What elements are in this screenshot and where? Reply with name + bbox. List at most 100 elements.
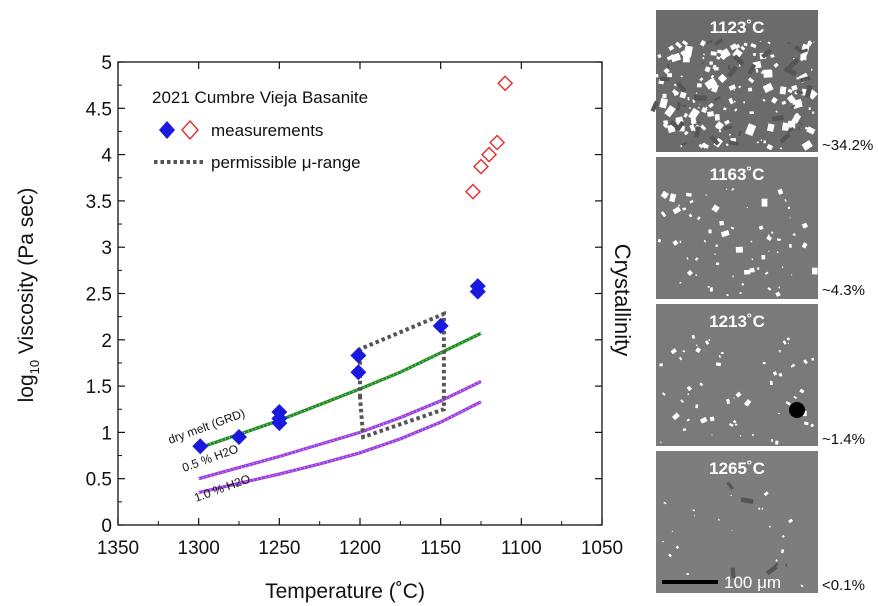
panel-temp-1265: 1265˚C — [709, 459, 765, 478]
panel-1265-crystals — [662, 481, 804, 588]
crystal-dark — [696, 121, 701, 124]
crystal — [671, 412, 680, 421]
crystal — [743, 398, 752, 407]
panel-temp-1123: 1123˚C — [710, 18, 765, 37]
axis-ticks — [117, 61, 603, 526]
crystal — [682, 207, 686, 211]
crystal — [710, 83, 719, 93]
crystal — [778, 350, 781, 353]
crystal-dark — [747, 63, 757, 75]
crystal — [795, 99, 803, 108]
crystal — [657, 54, 662, 59]
crystal — [786, 337, 790, 341]
crystal-dark — [706, 39, 713, 45]
crystal — [711, 434, 713, 436]
crystal — [743, 42, 748, 47]
crystal — [686, 257, 689, 260]
crystal-dark — [783, 66, 797, 77]
crystal — [691, 334, 696, 339]
panel-1163-crystals — [657, 188, 818, 297]
x-axis-title: Temperature (˚C) — [265, 580, 425, 603]
x-tick-label: 1150 — [420, 538, 461, 559]
crystal — [769, 525, 771, 528]
crystal — [813, 41, 815, 43]
panel-cryst-1265: <0.1% — [822, 577, 865, 594]
crystal — [725, 188, 728, 190]
svg-text:log10 Viscosity (Pa sec): log10 Viscosity (Pa sec) — [15, 188, 42, 403]
crystal — [764, 271, 769, 275]
crystal — [755, 68, 759, 73]
crystal — [801, 140, 813, 151]
crystal — [781, 266, 784, 268]
crystal — [810, 423, 815, 428]
crystal — [771, 439, 774, 443]
crystal — [779, 147, 783, 150]
crystal — [675, 41, 683, 49]
crystal-dark — [726, 481, 734, 490]
crystal — [686, 573, 689, 575]
scale-bar-label: 100 μm — [724, 573, 781, 592]
crystal — [719, 220, 725, 226]
crystal — [784, 199, 787, 202]
x-tick-label: 1100 — [501, 538, 542, 559]
crystal — [697, 106, 700, 109]
crystal — [790, 365, 793, 368]
crystal — [703, 239, 707, 243]
crystal — [799, 388, 805, 394]
panel-image-1163 — [656, 157, 818, 299]
y-axis-title-rest: Viscosity (Pa sec) — [15, 188, 38, 360]
crystal — [807, 40, 813, 47]
crystal — [682, 350, 686, 353]
y-axis-title-sub: 10 — [27, 360, 42, 374]
crystal — [708, 339, 711, 342]
crystal — [749, 111, 754, 114]
crystal — [732, 275, 734, 278]
crystal-dark — [797, 126, 800, 131]
filled-point — [469, 278, 486, 295]
crystal — [724, 119, 730, 125]
crystal — [773, 62, 779, 68]
crystal — [781, 100, 787, 105]
crystal — [768, 234, 770, 237]
y-tick-label: 2 — [101, 331, 112, 352]
crystal — [800, 584, 804, 588]
crystal — [726, 398, 731, 405]
crystal — [683, 130, 689, 136]
crystal — [725, 143, 729, 147]
crystal — [782, 340, 787, 345]
panel-cryst-1213: ~1.4% — [822, 431, 865, 448]
crystal — [699, 40, 706, 47]
crystal — [709, 416, 715, 422]
crystal — [672, 206, 682, 215]
crystal — [663, 67, 670, 75]
crystal-dark — [693, 95, 707, 101]
crystal — [811, 357, 815, 361]
crystal — [736, 43, 741, 49]
crystal — [770, 54, 775, 58]
crystal-dark — [796, 90, 804, 95]
crystal-dark — [798, 121, 803, 126]
crystal — [696, 344, 698, 346]
crystal — [803, 359, 808, 365]
crystal — [777, 188, 784, 195]
crystal — [690, 118, 697, 125]
crystal — [801, 222, 809, 229]
crystal — [689, 124, 696, 132]
y-tick-label: 5 — [101, 53, 112, 74]
crystal — [688, 107, 700, 121]
crystal — [739, 292, 742, 295]
crystal — [718, 354, 722, 358]
y-tick-label: 2.5 — [86, 285, 112, 306]
crystal — [731, 188, 735, 191]
panel-cryst-1123: ~34.2% — [822, 137, 873, 154]
crystal — [675, 545, 680, 550]
crystal-dark — [681, 142, 688, 146]
viscosity-plot: 1350 1300 1250 1200 1150 1100 1050 0 0.5 1 1.5 2 2.5… — [15, 53, 623, 603]
crystal — [679, 240, 682, 244]
crystal — [680, 75, 683, 78]
crystal — [720, 351, 724, 355]
crystal — [660, 211, 667, 218]
crystal — [662, 540, 664, 543]
filled-point — [231, 429, 247, 446]
crystal — [762, 98, 766, 102]
